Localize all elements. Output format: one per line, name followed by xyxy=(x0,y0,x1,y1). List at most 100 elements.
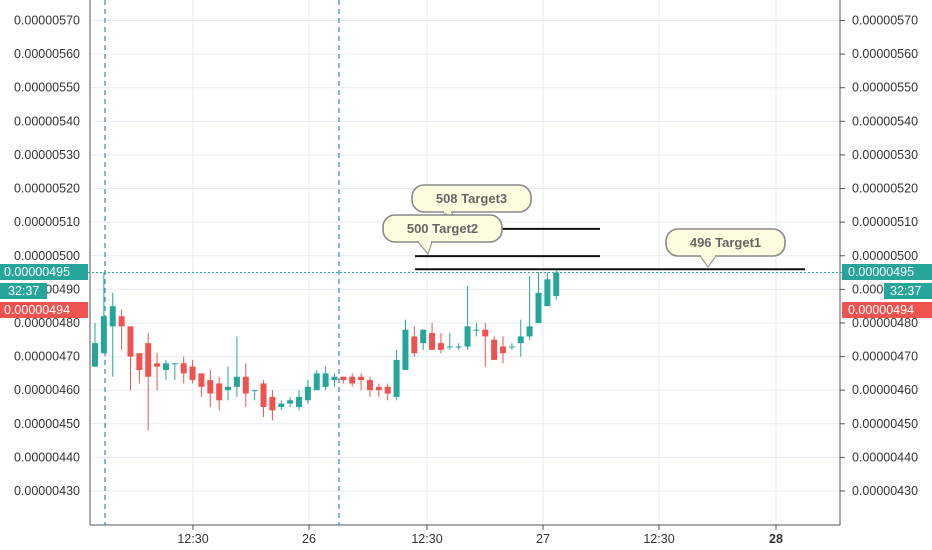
candle[interactable] xyxy=(517,319,524,357)
candle[interactable] xyxy=(233,336,240,397)
candle[interactable] xyxy=(154,353,161,391)
callout-bubble xyxy=(665,228,786,257)
candle-body xyxy=(482,329,489,337)
y-tick-label: 0.00000440 xyxy=(852,450,918,464)
candle[interactable] xyxy=(296,390,303,411)
candle[interactable] xyxy=(260,380,267,418)
candle-body xyxy=(127,326,134,357)
candle[interactable] xyxy=(216,376,223,411)
target-callout[interactable]: 496 Target1 xyxy=(665,228,786,269)
candle[interactable] xyxy=(145,333,152,431)
target-callouts[interactable]: 508 Target3 500 Target2 496 Target1 xyxy=(382,184,786,269)
candle[interactable] xyxy=(198,373,205,397)
candle[interactable] xyxy=(526,275,533,340)
candle[interactable] xyxy=(278,400,285,411)
y-tick-label: 0.00000450 xyxy=(852,417,918,431)
candle[interactable] xyxy=(304,380,311,404)
candle[interactable] xyxy=(118,309,125,350)
bid-price-tag-right-text: 0.00000494 xyxy=(848,303,914,317)
y-tick-label: 0.00000530 xyxy=(14,148,80,162)
candle[interactable] xyxy=(242,363,249,407)
candle[interactable] xyxy=(366,376,373,397)
candle[interactable] xyxy=(251,390,258,401)
y-tick-label: 0.00000510 xyxy=(14,215,80,229)
callout-label: 508 Target3 xyxy=(436,191,507,206)
candle-body xyxy=(464,326,471,347)
candle[interactable] xyxy=(500,336,507,364)
candle[interactable] xyxy=(508,343,515,350)
bid-price-tag-left-text: 0.00000494 xyxy=(4,303,70,317)
candle-body xyxy=(491,339,498,360)
candle[interactable] xyxy=(429,322,436,350)
countdown-tag-left-text: 32:37 xyxy=(8,284,39,298)
candle[interactable] xyxy=(287,396,294,407)
candle[interactable] xyxy=(127,326,134,391)
target-lines[interactable] xyxy=(0,227,932,274)
candle[interactable] xyxy=(544,272,551,307)
candle[interactable] xyxy=(207,370,214,407)
candle[interactable] xyxy=(491,336,498,360)
y-tick-label: 0.00000460 xyxy=(852,383,918,397)
candle[interactable] xyxy=(340,376,347,384)
candle[interactable] xyxy=(136,353,143,384)
candle[interactable] xyxy=(375,383,382,397)
x-tick-label: 12:30 xyxy=(411,532,442,546)
candle-body xyxy=(233,376,240,387)
candle[interactable] xyxy=(535,272,542,323)
candle[interactable] xyxy=(189,359,196,384)
y-tick-label: 0.00000550 xyxy=(14,81,80,95)
candle[interactable] xyxy=(411,326,418,357)
y-tick-label: 0.00000480 xyxy=(14,316,80,330)
candle[interactable] xyxy=(420,329,427,350)
candle[interactable] xyxy=(446,333,453,350)
candle[interactable] xyxy=(455,343,462,350)
candle[interactable] xyxy=(473,322,480,337)
candle-body xyxy=(171,363,178,365)
candle-body xyxy=(225,386,232,391)
candle-body xyxy=(340,376,347,381)
price-tags: 0.00000495 0.00000495 32:37 32:37 0.00000494… xyxy=(0,264,932,318)
y-axis-left: 0.00000430 0.00000440 0.00000450 0.00000460… xyxy=(14,14,80,498)
candle[interactable] xyxy=(553,269,560,300)
candle[interactable] xyxy=(225,366,232,401)
x-tick-label: 27 xyxy=(536,532,550,546)
candle[interactable] xyxy=(393,349,400,401)
x-tick-label: 12:30 xyxy=(177,532,208,546)
candle[interactable] xyxy=(162,359,169,381)
candle[interactable] xyxy=(322,366,329,391)
candle[interactable] xyxy=(109,292,116,377)
candle[interactable] xyxy=(171,363,178,381)
candle-body xyxy=(375,386,382,391)
candle[interactable] xyxy=(349,373,356,387)
y-tick-label: 0.00000520 xyxy=(14,182,80,196)
candle[interactable] xyxy=(384,383,391,401)
candle[interactable] xyxy=(358,373,365,391)
y-tick-label: 0.00000430 xyxy=(14,484,80,498)
last-price-tag-left-text: 0.00000495 xyxy=(4,265,70,279)
candle-body xyxy=(260,383,267,407)
y-tick-label: 0.00000450 xyxy=(14,417,80,431)
candle-body xyxy=(366,380,373,391)
candle-body xyxy=(508,346,515,348)
candle[interactable] xyxy=(313,370,320,391)
x-tick-label: 28 xyxy=(769,532,783,546)
candle-body xyxy=(304,386,311,401)
candle[interactable] xyxy=(437,333,444,354)
callout-label: 500 Target2 xyxy=(407,221,478,236)
candle[interactable] xyxy=(331,373,338,387)
candle[interactable] xyxy=(464,285,471,350)
candle-body xyxy=(553,272,560,297)
candle[interactable] xyxy=(402,319,409,371)
candle[interactable] xyxy=(180,356,187,384)
candle[interactable] xyxy=(100,272,107,354)
candlestick-series[interactable] xyxy=(92,269,560,431)
candle-body xyxy=(198,373,205,387)
y-axis-right: 0.00000430 0.00000440 0.00000450 0.00000460… xyxy=(840,14,918,498)
candle[interactable] xyxy=(482,322,489,367)
candle-body xyxy=(411,336,418,354)
candle[interactable] xyxy=(269,390,276,421)
y-tick-label: 0.00000530 xyxy=(852,148,918,162)
target-callout[interactable]: 500 Target2 xyxy=(382,214,503,256)
candle[interactable] xyxy=(92,322,98,367)
